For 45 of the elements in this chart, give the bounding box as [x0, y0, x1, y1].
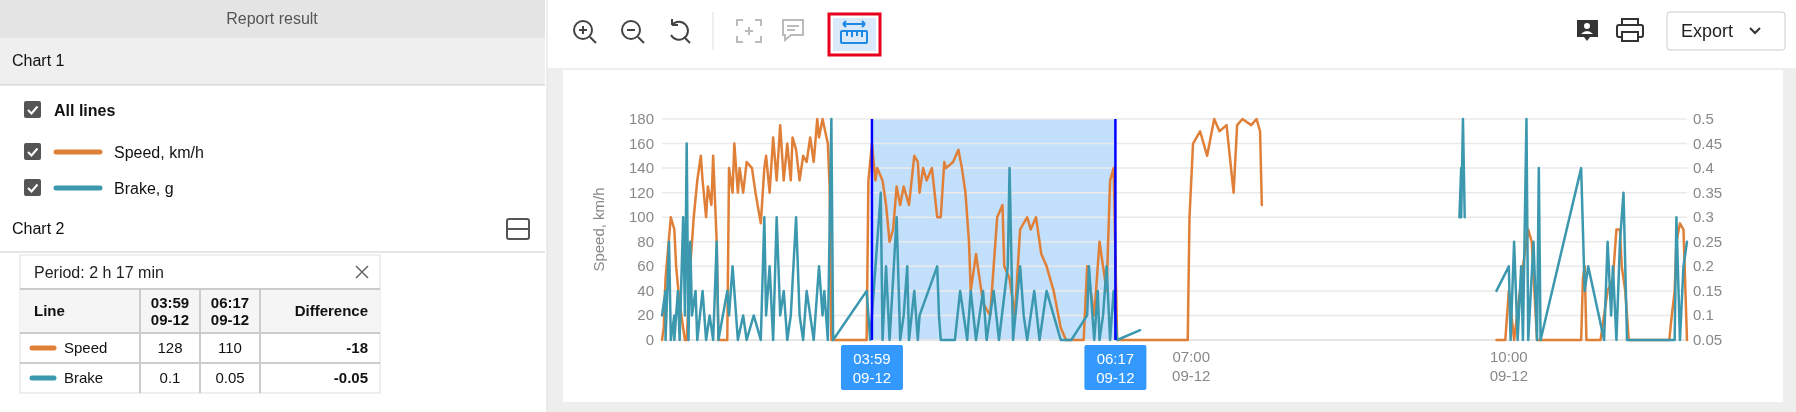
y-tick-label: 180 [628, 110, 654, 127]
text: Period: 2 h 17 min [34, 264, 164, 281]
text: Export [1681, 21, 1734, 41]
y-tick-label: 80 [637, 232, 654, 250]
text: 0.05 [215, 369, 245, 386]
text: 06:17 09-12 [210, 293, 250, 328]
text: Report result [226, 10, 319, 27]
legend-label: Speed, km/h [114, 144, 204, 161]
y-axis-title: Speed, km/h [590, 187, 607, 272]
y2-tick-label: 0.05 [1693, 331, 1723, 348]
y2-tick-label: 0.35 [1693, 183, 1723, 201]
y-tick-label: 120 [628, 183, 654, 201]
y2-tick-label: 0.5 [1693, 110, 1714, 127]
text: Brake [64, 369, 104, 386]
y-tick-label: 60 [637, 257, 654, 275]
y-tick-label: 0 [645, 331, 654, 348]
ref-line-label: 03:59 09-12 [852, 350, 892, 386]
text: All lines [54, 102, 116, 119]
text: Speed [64, 339, 108, 356]
y2-tick-label: 0.15 [1693, 281, 1723, 299]
y-tick-label: 40 [637, 281, 654, 299]
legend-label: Brake, g [114, 180, 174, 197]
ref-line-label: 06:17 09-12 [1096, 350, 1135, 386]
text: -0.05 [333, 369, 368, 386]
y2-tick-label: 0.25 [1693, 232, 1723, 250]
y-tick-label: 140 [628, 159, 654, 177]
y-tick-label: 20 [637, 306, 654, 324]
text: 110 [218, 339, 242, 356]
caption: Chart 1 [12, 52, 65, 69]
y-tick-label: 100 [628, 208, 654, 226]
y2-tick-label: 0.45 [1693, 134, 1723, 152]
y-tick-label: 160 [628, 134, 654, 152]
text: 128 [157, 339, 183, 356]
x-tick-label: 07:00 09-12 [1172, 348, 1211, 384]
text: Difference [294, 302, 368, 319]
y2-tick-label: 0.3 [1693, 208, 1714, 226]
caption: Chart 2 [12, 220, 65, 237]
text: -18 [346, 339, 368, 356]
y2-tick-label: 0.4 [1693, 159, 1714, 177]
y2-tick-label: 0.2 [1693, 257, 1714, 275]
text: 0.1 [159, 369, 181, 386]
text: 03:59 09-12 [150, 293, 190, 328]
x-tick-label: 10:00 09-12 [1489, 348, 1528, 384]
y2-tick-label: 0.1 [1693, 306, 1714, 324]
text: Line [34, 302, 65, 319]
